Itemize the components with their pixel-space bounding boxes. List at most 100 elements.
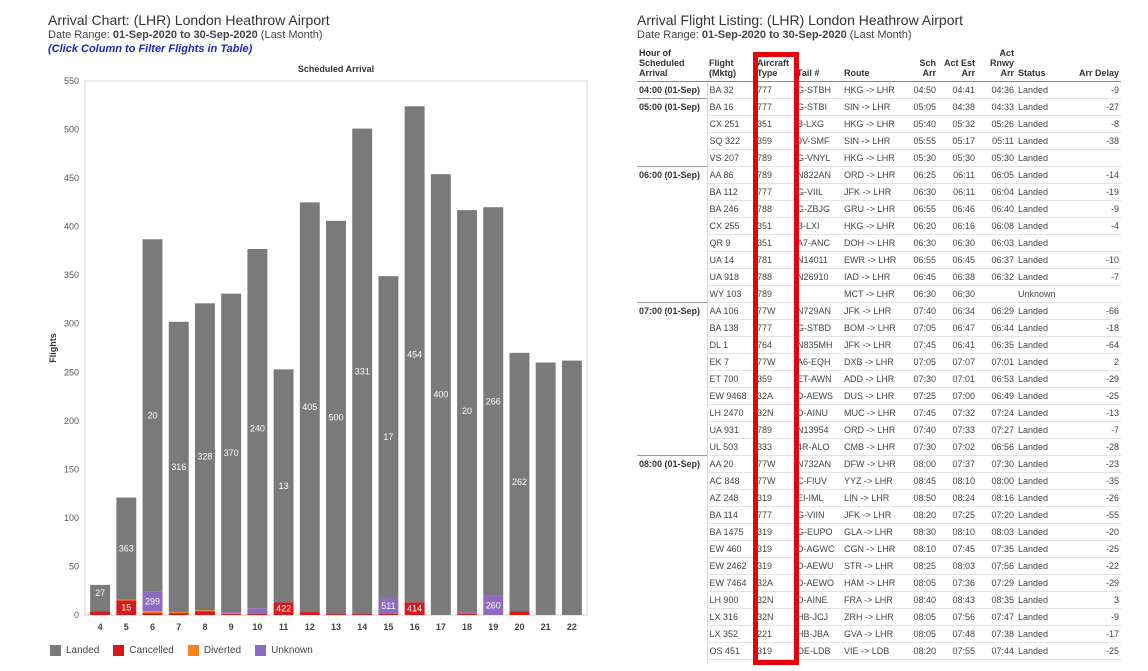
- column-header-tail[interactable]: Tail #: [795, 44, 842, 82]
- cell-route: ADD -> LHR: [842, 370, 906, 388]
- x-tick-label: 19: [488, 622, 498, 632]
- cell-est: 08:27: [938, 659, 977, 662]
- column-header-delay[interactable]: Arr Delay: [1076, 44, 1121, 82]
- column-header-hour[interactable]: Hour of Scheduled Arrival: [637, 44, 707, 82]
- legend-item-unknown[interactable]: Unknown: [255, 645, 313, 656]
- cell-route: GRU -> LHR: [842, 200, 906, 218]
- cell-sch: 06:55: [906, 200, 938, 218]
- scheduled-arrival-chart[interactable]: Scheduled Arrival Flights 0 50 100 150 200 250 3…: [40, 60, 630, 640]
- table-row[interactable]: EW 460 319 D-AGWC CGN -> LHR 08:10 07:45 07:35…: [637, 540, 1121, 558]
- cell-est: 06:34: [938, 301, 977, 320]
- table-row[interactable]: QR 9 351 A7-ANC DOH -> LHR 06:30 06:30 06:03 La…: [637, 234, 1121, 252]
- table-row[interactable]: 06:00 (01-Sep) AA 86 789 N822AN ORD -> LHR 06…: [637, 165, 1121, 184]
- cell-hour: [637, 659, 707, 662]
- cell-est: 06:16: [938, 217, 977, 235]
- column-header-status[interactable]: Status: [1016, 44, 1076, 82]
- column-header-sch[interactable]: Sch Arr: [906, 44, 938, 82]
- cell-type: 777: [755, 506, 795, 524]
- table-row[interactable]: SK 50132NSE-ROXCPH -> LHR08:5008:2708:21…: [637, 659, 1121, 662]
- table-row[interactable]: EK 7 77W A6-EQH DXB -> LHR 07:05 07:07 07:01 La…: [637, 353, 1121, 371]
- cell-delay: -29: [1076, 370, 1121, 388]
- cell-sch: 07:25: [906, 387, 938, 405]
- table-row[interactable]: SQ 322 359 9V-SMF SIN -> LHR 05:55 05:17 05:11…: [637, 132, 1121, 150]
- table-row[interactable]: ET 700 359 ET-AWN ADD -> LHR 07:30 07:01 06:53…: [637, 370, 1121, 388]
- table-row[interactable]: AZ 248 319 EI-IML LIN -> LHR 08:50 08:24 08:16…: [637, 489, 1121, 507]
- data-label: 405: [302, 402, 317, 412]
- data-label: 414: [407, 604, 422, 614]
- bar-landed: [404, 106, 425, 603]
- cell-tail: B-LXI: [795, 217, 842, 235]
- legend-swatch: [113, 645, 125, 656]
- table-row[interactable]: BA 138 777 G-STBD BOM -> LHR 07:05 06:47 06:44…: [637, 319, 1121, 337]
- table-body: 04:00 (01-Sep) BA 32 777 G-STBH HKG -> LHR 04…: [637, 80, 1121, 662]
- table-row[interactable]: 08:00 (01-Sep) AA 20 77W N732AN DFW -> LHR 08…: [637, 454, 1121, 473]
- column-header-rnwy[interactable]: Act Rnwy Arr: [977, 44, 1016, 82]
- cell-hour: [637, 574, 707, 591]
- cell-flight: BA 1475: [706, 523, 755, 541]
- cell-tail: G-EUPO: [795, 523, 842, 541]
- cell-hour: [637, 251, 707, 268]
- table-row[interactable]: AC 848 77W C-FIUV YYZ -> LHR 08:45 08:10 08:00…: [637, 472, 1121, 490]
- table-row[interactable]: 05:00 (01-Sep) BA 16 777 G-STBI SIN -> LHR 05…: [637, 97, 1121, 116]
- table-row[interactable]: 04:00 (01-Sep) BA 32 777 G-STBH HKG -> LHR 04…: [637, 80, 1121, 99]
- bar-cancelled: [509, 611, 530, 615]
- column-header-est[interactable]: Act Est Arr: [938, 44, 977, 82]
- cell-route: LIN -> LHR: [842, 489, 906, 507]
- column-header-type[interactable]: Aircraft Type: [755, 44, 795, 82]
- cell-type: 764: [755, 336, 795, 354]
- table-row[interactable]: LX 316 32N HB-JCJ ZRH -> LHR 08:05 07:56 07:47…: [637, 608, 1121, 626]
- table-row[interactable]: BA 246 788 G-ZBJG GRU -> LHR 06:55 06:46 06:40…: [637, 200, 1121, 218]
- cell-sch: 08:50: [906, 489, 938, 507]
- cell-status: Landed: [1016, 97, 1076, 116]
- x-tick-label: 14: [357, 622, 367, 632]
- table-row[interactable]: UL 503 333 4R-ALO CMB -> LHR 07:30 07:02 06:56…: [637, 438, 1121, 456]
- table-row[interactable]: BA 1475 319 G-EUPO GLA -> LHR 08:30 08:10 08:0…: [637, 523, 1121, 541]
- cell-rnwy: 04:36: [977, 80, 1016, 99]
- cell-type: 788: [755, 268, 795, 286]
- y-tick-label: 0: [74, 610, 79, 620]
- cell-rnwy: 07:38: [977, 625, 1016, 643]
- table-row[interactable]: CX 251 351 B-LXG HKG -> LHR 05:40 05:32 05:26 L…: [637, 115, 1121, 133]
- table-row[interactable]: EW 2462 319 D-AEWU STR -> LHR 08:25 08:03 07:5…: [637, 557, 1121, 575]
- legend-item-diverted[interactable]: Diverted: [187, 645, 241, 656]
- bar-cancelled: [221, 614, 242, 615]
- table-row[interactable]: UA 918 788 N26910 IAD -> LHR 06:45 06:38 06:32…: [637, 268, 1121, 286]
- table-row[interactable]: UA 931 789 N13954 ORD -> LHR 07:40 07:33 07:27…: [637, 421, 1121, 439]
- bar-landed: [561, 360, 582, 615]
- cell-route: YYZ -> LHR: [842, 472, 906, 490]
- cell-delay: [1076, 285, 1121, 303]
- flight-table-container[interactable]: Hour of Scheduled Arrival Flight (Mktg) Ai…: [637, 44, 1121, 662]
- table-row[interactable]: BA 112 777 G-VIIL JFK -> LHR 06:30 06:11 06:04…: [637, 183, 1121, 201]
- cell-hour: [637, 404, 707, 421]
- table-row[interactable]: WY 103 789 MCT -> LHR 06:30 06:30 Unknown: [637, 285, 1121, 303]
- legend-item-cancelled[interactable]: Cancelled: [113, 645, 174, 656]
- cell-delay: -35: [1076, 472, 1121, 490]
- table-row[interactable]: DL 1 764 N835MH JFK -> LHR 07:45 06:41 06:35 La…: [637, 336, 1121, 354]
- cell-rnwy: 07:56: [977, 557, 1016, 575]
- table-row[interactable]: UA 14 781 N14011 EWR -> LHR 06:55 06:45 06:37 L…: [637, 251, 1121, 269]
- table-row[interactable]: VS 207 789 G-VNYL HKG -> LHR 05:30 05:30 05:30…: [637, 149, 1121, 167]
- table-row[interactable]: EW 9468 32A D-AEWS DUS -> LHR 07:25 07:00 06:4…: [637, 387, 1121, 405]
- y-tick-label: 100: [64, 513, 79, 523]
- cell-sch: 07:05: [906, 319, 938, 337]
- table-row[interactable]: EW 7464 32A D-AEWO HAM -> LHR 08:05 07:36 07:2…: [637, 574, 1121, 592]
- cell-route: DOH -> LHR: [842, 234, 906, 252]
- x-tick-label: 13: [331, 622, 341, 632]
- data-label: 27: [95, 588, 105, 598]
- table-row[interactable]: 07:00 (01-Sep) AA 106 77W N729AN JFK -> LHR 0…: [637, 301, 1121, 320]
- bar-unknown: [457, 612, 478, 615]
- cell-delay: -8: [1076, 115, 1121, 133]
- column-header-flight[interactable]: Flight (Mktg): [707, 44, 755, 82]
- cell-status: Landed: [1016, 523, 1076, 541]
- table-row[interactable]: BA 114 777 G-VIIN JFK -> LHR 08:20 07:25 07:20…: [637, 506, 1121, 524]
- table-row[interactable]: LX 352 221 HB-JBA GVA -> LHR 08:05 07:48 07:38…: [637, 625, 1121, 643]
- cell-type: 789: [755, 285, 795, 303]
- table-row[interactable]: OS 451 319 OE-LDB VIE -> LDB 08:20 07:55 07:44…: [637, 642, 1121, 660]
- column-header-route[interactable]: Route: [842, 44, 906, 82]
- table-row[interactable]: CX 255 351 B-LXI HKG -> LHR 06:20 06:16 06:08 L…: [637, 217, 1121, 235]
- cell-rnwy: 07:27: [977, 421, 1016, 439]
- cell-hour: [637, 149, 707, 166]
- table-row[interactable]: LH 2470 32N D-AINU MUC -> LHR 07:45 07:32 07:2…: [637, 404, 1121, 422]
- table-row[interactable]: LH 900 32N D-AINE FRA -> LHR 08:40 08:43 08:35…: [637, 591, 1121, 609]
- legend-item-landed[interactable]: Landed: [50, 645, 99, 656]
